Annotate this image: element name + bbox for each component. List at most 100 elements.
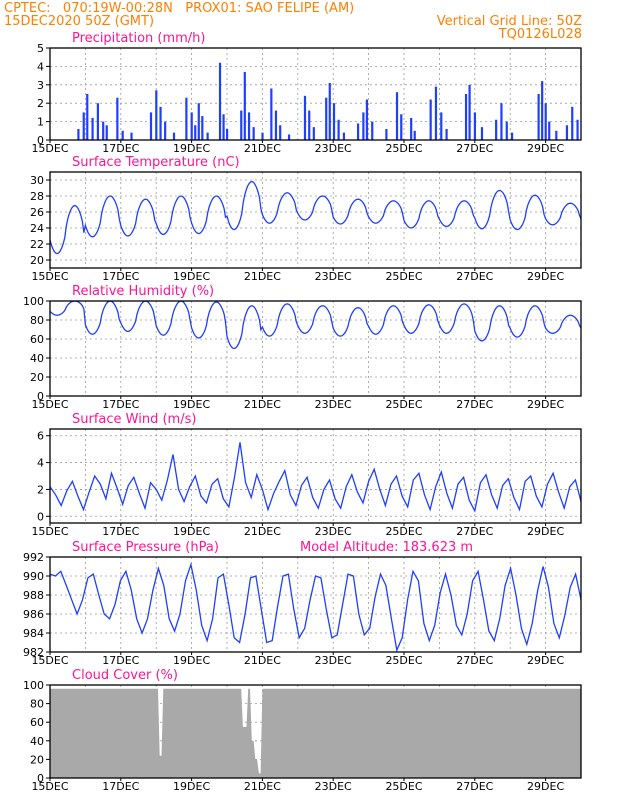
y-tick-label: 80 <box>30 698 44 711</box>
precip-bar <box>226 128 229 140</box>
precip-bar <box>82 112 85 140</box>
precip-bar <box>371 121 374 140</box>
precip-bar <box>77 128 80 140</box>
panel-annotation: Model Altitude: 183.623 m <box>300 540 473 555</box>
x-tick-label: 21DEC <box>244 398 281 411</box>
y-tick-label: 4 <box>37 457 44 470</box>
series-line <box>49 442 582 513</box>
precip-bar <box>325 97 328 140</box>
y-tick-label: 3 <box>37 79 44 92</box>
x-tick-label: 23DEC <box>315 654 352 667</box>
panel-frame <box>49 684 582 779</box>
precip-bar <box>218 62 222 140</box>
precip-bar <box>261 132 264 140</box>
y-tick-label: 0 <box>37 772 44 785</box>
panel-4 <box>46 428 582 526</box>
precip-bar <box>206 132 209 140</box>
precip-bar <box>222 114 225 140</box>
x-tick-label: 29DEC <box>527 142 564 155</box>
precip-bar <box>410 117 413 140</box>
y-tick-label: 2 <box>37 483 44 496</box>
precip-bar <box>362 112 365 140</box>
panel-title: Cloud Cover (%) <box>72 668 178 683</box>
x-tick-label: 15DEC <box>31 270 68 283</box>
precip-bar <box>505 121 508 140</box>
x-tick-label: 25DEC <box>385 654 422 667</box>
precip-bar <box>279 125 282 140</box>
y-tick-label: 0 <box>37 390 44 403</box>
header-date-line: 15DEC2020 50Z (GMT) <box>4 14 155 29</box>
precip-bar <box>342 132 346 140</box>
precip-bar <box>555 130 558 140</box>
x-tick-label: 19DEC <box>173 270 210 283</box>
x-tick-label: 23DEC <box>315 525 352 538</box>
y-tick-label: 5 <box>37 42 44 55</box>
x-tick-label: 19DEC <box>173 780 210 793</box>
header-model-code: TQ0126L028 <box>498 27 582 42</box>
precip-bar <box>155 90 158 140</box>
precip-bar <box>172 132 176 140</box>
x-tick-label: 15DEC <box>31 654 68 667</box>
x-tick-label: 27DEC <box>456 270 493 283</box>
panel-title: Relative Humidity (%) <box>72 284 214 299</box>
x-tick-label: 19DEC <box>173 398 210 411</box>
x-tick-label: 17DEC <box>102 270 139 283</box>
series-line <box>49 300 582 350</box>
precip-bar <box>544 103 547 140</box>
x-tick-label: 21DEC <box>244 780 281 793</box>
panel-frame <box>49 47 582 141</box>
panel-title: Precipitation (mm/h) <box>72 31 205 46</box>
precip-bar <box>312 127 315 140</box>
panel-title: Surface Pressure (hPa) <box>72 540 219 555</box>
y-tick-label: 990 <box>23 570 44 583</box>
series-line <box>49 562 582 653</box>
x-tick-label: 15DEC <box>31 780 68 793</box>
precip-bar <box>440 112 443 140</box>
y-tick-label: 986 <box>23 608 44 621</box>
precip-bar <box>270 88 273 140</box>
precip-bar <box>434 86 438 140</box>
x-tick-label: 19DEC <box>173 654 210 667</box>
y-tick-label: 40 <box>30 735 44 748</box>
x-tick-label: 17DEC <box>102 525 139 538</box>
precip-bar <box>395 92 399 140</box>
y-tick-label: 22 <box>30 238 44 251</box>
x-tick-label: 29DEC <box>527 780 564 793</box>
x-tick-label: 29DEC <box>527 525 564 538</box>
y-tick-label: 6 <box>37 430 44 443</box>
precip-bar <box>445 128 448 140</box>
x-tick-label: 27DEC <box>456 525 493 538</box>
panel-2 <box>46 171 582 271</box>
x-tick-label: 17DEC <box>102 142 139 155</box>
precip-bar <box>356 123 360 140</box>
precip-bar <box>159 106 162 140</box>
x-tick-label: 15DEC <box>31 398 68 411</box>
y-tick-label: 60 <box>30 716 44 729</box>
y-tick-label: 984 <box>23 627 44 640</box>
y-tick-label: 0 <box>37 134 44 147</box>
x-tick-label: 27DEC <box>456 654 493 667</box>
x-tick-label: 15DEC <box>31 525 68 538</box>
precip-bar <box>86 94 89 140</box>
x-tick-label: 19DEC <box>173 142 210 155</box>
x-tick-label: 23DEC <box>315 398 352 411</box>
precip-bar <box>308 110 311 140</box>
panel-1 <box>46 47 582 143</box>
panel-3 <box>46 300 582 399</box>
precip-bar <box>247 112 251 140</box>
precip-bar <box>274 110 278 140</box>
x-tick-label: 29DEC <box>527 270 564 283</box>
precip-bar <box>537 94 540 140</box>
precip-bar <box>473 112 476 140</box>
x-tick-label: 23DEC <box>315 142 352 155</box>
precip-bar <box>185 97 188 140</box>
precip-bar <box>510 132 514 140</box>
precip-bar <box>303 95 307 140</box>
y-tick-label: 30 <box>30 174 44 187</box>
precip-bar <box>365 99 369 140</box>
y-tick-label: 20 <box>30 371 44 384</box>
precip-bar <box>240 110 243 140</box>
y-tick-label: 80 <box>30 314 44 327</box>
panel-title: Surface Wind (m/s) <box>72 412 196 427</box>
precip-bar <box>495 119 498 140</box>
